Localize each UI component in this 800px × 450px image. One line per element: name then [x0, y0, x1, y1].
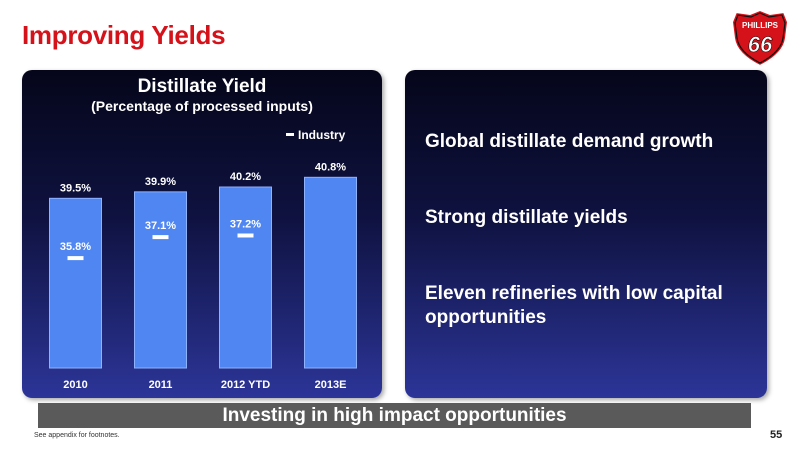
industry-value-label: 37.1%	[145, 220, 176, 232]
bar-value-label: 40.8%	[315, 161, 346, 173]
distillate-yield-chart: 39.5% 2010 35.8% 39.9% 2011 37.1% 40.2% 2012 YT…	[49, 128, 357, 391]
svg-text:66: 66	[748, 32, 773, 57]
bullet-demand-growth: Global distillate demand growth	[425, 131, 714, 152]
bar-2010	[49, 197, 102, 369]
bullet-eleven-refineries: Eleven refineries with low capital oppor…	[425, 283, 723, 328]
page-number: 55	[770, 429, 783, 441]
legend-industry-label: Industry	[298, 128, 346, 142]
slide-title: Improving Yields	[22, 20, 226, 50]
industry-value-label: 35.8%	[60, 241, 91, 253]
svg-text:PHILLIPS: PHILLIPS	[742, 21, 779, 30]
bullet-distillate-yields: Strong distillate yields	[425, 207, 628, 228]
legend-industry-marker	[286, 133, 294, 136]
industry-marker	[237, 233, 254, 238]
x-tick-label: 2013E	[315, 379, 347, 391]
chart-title: Distillate Yield	[137, 76, 267, 97]
industry-marker	[152, 235, 169, 240]
industry-marker	[67, 256, 84, 261]
industry-value-label: 37.2%	[230, 218, 261, 230]
x-tick-label: 2011	[149, 379, 173, 391]
bar-2013e	[304, 176, 357, 369]
bar-value-label: 39.5%	[60, 182, 91, 194]
chart-panel: 39.5% 2010 35.8% 39.9% 2011 37.1% 40.2% 2012 YT…	[22, 70, 382, 398]
bar-2011	[134, 191, 187, 369]
bullet-panel: Global distillate demand growth Strong d…	[405, 70, 767, 398]
banner: Investing in high impact opportunities	[38, 403, 751, 428]
phillips-66-logo: PHILLIPS 66	[730, 8, 790, 68]
x-tick-label: 2010	[63, 379, 87, 391]
chart-subtitle: (Percentage of processed inputs)	[91, 98, 313, 114]
footnote: See appendix for footnotes.	[34, 432, 120, 439]
bar-2012-ytd	[219, 186, 272, 369]
bar-value-label: 40.2%	[230, 171, 261, 183]
x-tick-label: 2012 YTD	[221, 379, 270, 391]
bar-value-label: 39.9%	[145, 176, 176, 188]
